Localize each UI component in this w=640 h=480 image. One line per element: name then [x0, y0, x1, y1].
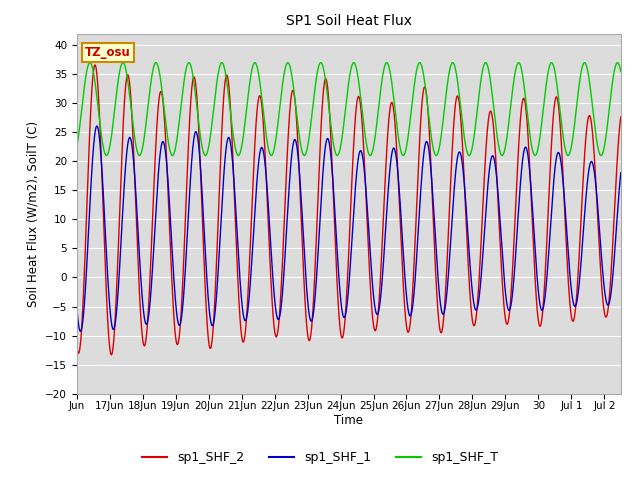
- Y-axis label: Soil Heat Flux (W/m2), SoilT (C): Soil Heat Flux (W/m2), SoilT (C): [26, 120, 40, 307]
- Text: TZ_osu: TZ_osu: [85, 46, 131, 59]
- X-axis label: Time: Time: [334, 414, 364, 427]
- Legend: sp1_SHF_2, sp1_SHF_1, sp1_SHF_T: sp1_SHF_2, sp1_SHF_1, sp1_SHF_T: [137, 446, 503, 469]
- Title: SP1 Soil Heat Flux: SP1 Soil Heat Flux: [286, 14, 412, 28]
